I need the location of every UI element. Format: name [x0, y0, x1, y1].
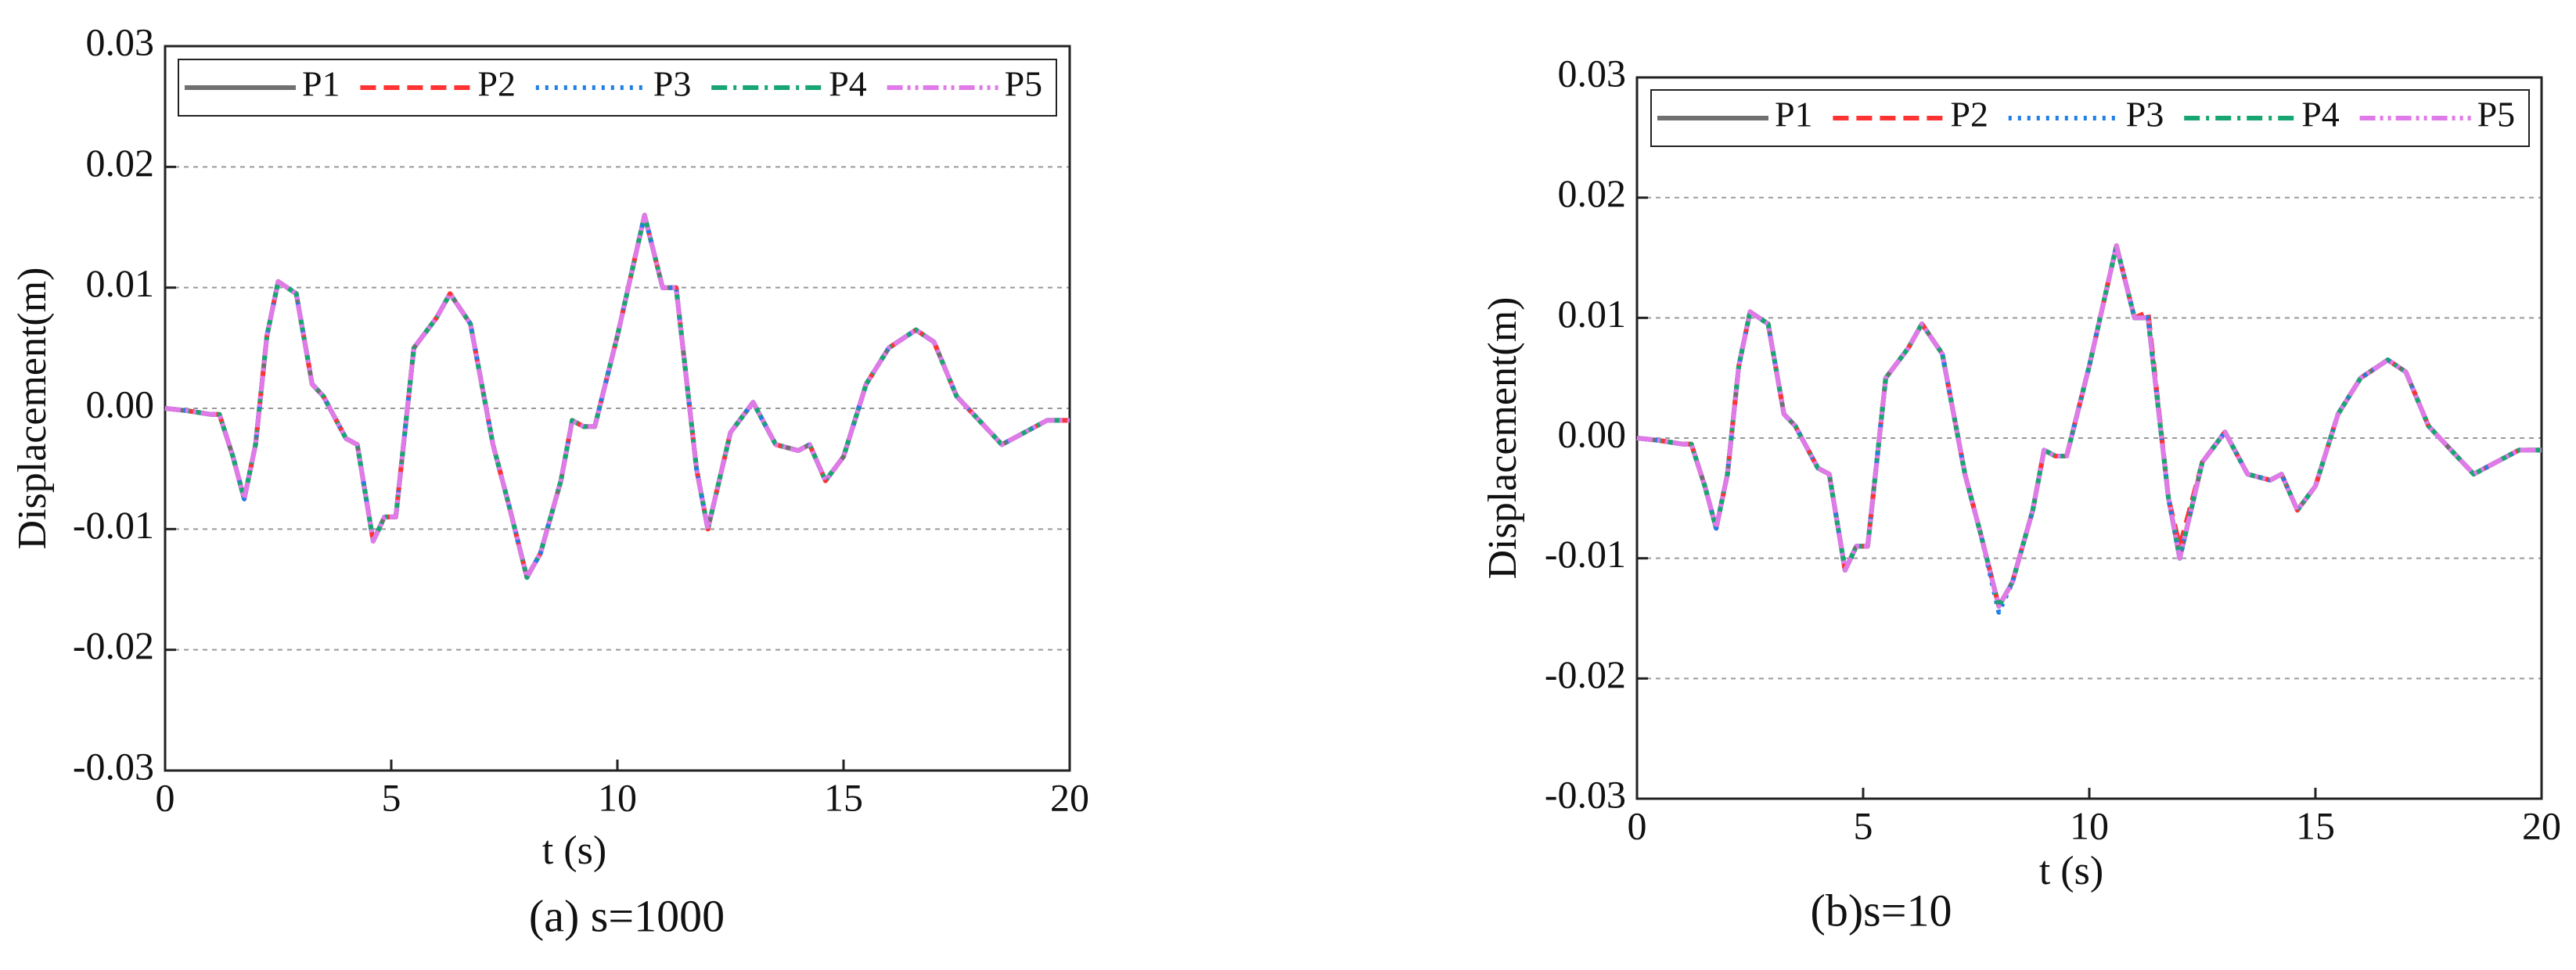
series-line — [1636, 243, 2542, 609]
x-tick-label: 0 — [1628, 803, 1647, 847]
x-tick-label: 10 — [2070, 803, 2109, 847]
series-line — [1636, 243, 2542, 609]
series-line — [164, 213, 1070, 580]
x-tick-label: 5 — [382, 775, 401, 819]
x-tick-label: 10 — [598, 775, 637, 819]
y-tick-label: 0.02 — [86, 141, 155, 185]
legend-label: P3 — [653, 64, 692, 104]
series-line — [1636, 243, 2542, 615]
legend-label: P5 — [2477, 95, 2516, 135]
series-line — [164, 213, 1070, 580]
series-line — [1636, 243, 2542, 609]
caption: (a) s=1000 — [529, 890, 725, 941]
legend-label: P5 — [1005, 64, 1043, 104]
legend-label: P4 — [829, 64, 867, 104]
legend-label: P3 — [2126, 95, 2164, 135]
y-axis-label: Displacement(m) — [10, 268, 55, 550]
legend-label: P2 — [1950, 95, 1988, 135]
legend-label: P1 — [302, 64, 340, 104]
legend-label: P2 — [477, 64, 516, 104]
x-tick-label: 15 — [824, 775, 863, 819]
y-tick-label: 0.01 — [86, 261, 155, 305]
series-line — [164, 213, 1070, 580]
x-tick-label: 15 — [2296, 803, 2335, 847]
y-tick-label: 0.00 — [1558, 411, 1627, 455]
x-tick-label: 0 — [156, 775, 175, 819]
y-tick-label: -0.03 — [1545, 772, 1626, 816]
y-axis-label: Displacement(m) — [1480, 297, 1525, 580]
x-tick-label: 20 — [2522, 803, 2561, 847]
y-tick-label: 0.01 — [1558, 292, 1627, 336]
x-tick-label: 5 — [1854, 803, 1873, 847]
y-tick-label: 0.03 — [86, 20, 155, 63]
chart: -0.03 -0.02 -0.01 0.00 0.01 0.02 0.03 0 5 10 15 20 P… — [10, 20, 1089, 941]
y-tick-label: -0.02 — [73, 623, 154, 667]
caption: (b)s=10 — [1811, 885, 1952, 936]
y-tick-label: 0.02 — [1558, 171, 1627, 215]
series-line — [1636, 243, 2542, 609]
y-tick-label: -0.01 — [73, 503, 154, 547]
y-tick-label: -0.01 — [1545, 532, 1626, 576]
y-tick-label: -0.02 — [1545, 652, 1626, 696]
legend-label: P4 — [2301, 95, 2340, 135]
x-axis-label: t (s) — [2039, 849, 2103, 893]
x-axis-label: t (s) — [542, 828, 606, 873]
series-line — [164, 213, 1070, 580]
series-line — [164, 213, 1070, 580]
x-tick-label: 20 — [1050, 775, 1089, 819]
y-tick-label: -0.03 — [73, 744, 154, 788]
legend-label: P1 — [1775, 95, 1813, 135]
y-tick-label: 0.00 — [86, 382, 155, 426]
chart: -0.03 -0.02 -0.01 0.00 0.01 0.02 0.03 0 5 10 15 20 P… — [1480, 51, 2561, 936]
y-tick-label: 0.03 — [1558, 51, 1627, 95]
